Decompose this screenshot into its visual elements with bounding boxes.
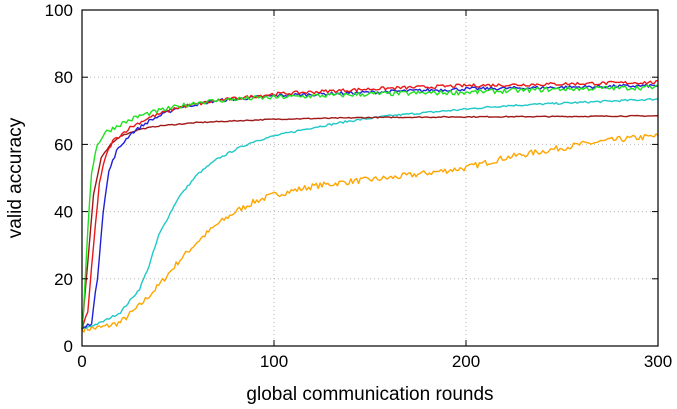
series-line-6 — [81, 84, 659, 330]
tick-layer: 0 100 200 300 0 20 40 60 80 100 — [45, 1, 673, 371]
y-tick-label: 40 — [54, 203, 73, 222]
series-line-3 — [81, 114, 659, 330]
series-line-1 — [81, 133, 659, 333]
y-tick-label: 80 — [54, 68, 73, 87]
x-tick-label: 100 — [260, 352, 288, 371]
x-axis-label: global communication rounds — [246, 384, 493, 405]
series-line-2 — [81, 98, 659, 330]
series-layer — [81, 80, 659, 333]
y-tick-label: 100 — [45, 1, 73, 20]
y-tick-label: 20 — [54, 270, 73, 289]
y-tick-label: 60 — [54, 135, 73, 154]
x-tick-label: 200 — [452, 352, 480, 371]
plot-frame — [81, 9, 659, 347]
x-tick-label: 0 — [77, 352, 86, 371]
y-axis-label: valid accuracy — [5, 117, 26, 238]
y-tick-label: 0 — [64, 337, 73, 356]
series-line-4 — [81, 83, 659, 330]
x-tick-label: 300 — [644, 352, 672, 371]
grid-layer — [82, 10, 658, 346]
series-line-5 — [81, 80, 659, 330]
